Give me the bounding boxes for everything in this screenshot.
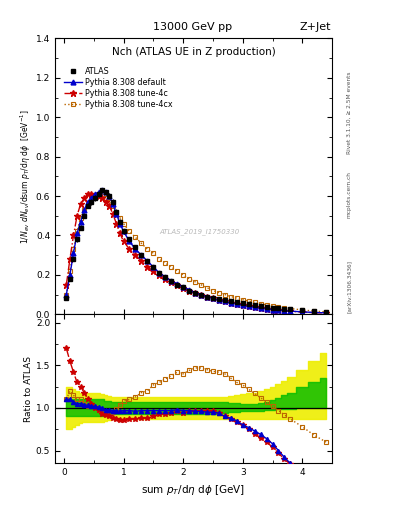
Text: 13000 GeV pp: 13000 GeV pp bbox=[153, 22, 232, 32]
Legend: ATLAS, Pythia 8.308 default, Pythia 8.308 tune-4c, Pythia 8.308 tune-4cx: ATLAS, Pythia 8.308 default, Pythia 8.30… bbox=[62, 65, 175, 112]
Y-axis label: $1/N_{ev}$ $dN_{ev}$/dsum $p_T$/d$\eta$ d$\phi$  [GeV$^{-1}$]: $1/N_{ev}$ $dN_{ev}$/dsum $p_T$/d$\eta$ … bbox=[18, 109, 33, 244]
Text: [arXiv:1306.3436]: [arXiv:1306.3436] bbox=[347, 260, 352, 313]
Text: mcplots.cern.ch: mcplots.cern.ch bbox=[347, 171, 352, 218]
Text: Rivet 3.1.10, ≥ 2.5M events: Rivet 3.1.10, ≥ 2.5M events bbox=[347, 71, 352, 154]
X-axis label: sum $p_T$/d$\eta$ d$\phi$ [GeV]: sum $p_T$/d$\eta$ d$\phi$ [GeV] bbox=[141, 483, 246, 497]
Text: Z+Jet: Z+Jet bbox=[300, 22, 331, 32]
Text: ATLAS_2019_I1750330: ATLAS_2019_I1750330 bbox=[159, 228, 239, 235]
Y-axis label: Ratio to ATLAS: Ratio to ATLAS bbox=[24, 356, 33, 422]
Text: Nch (ATLAS UE in Z production): Nch (ATLAS UE in Z production) bbox=[112, 47, 275, 57]
